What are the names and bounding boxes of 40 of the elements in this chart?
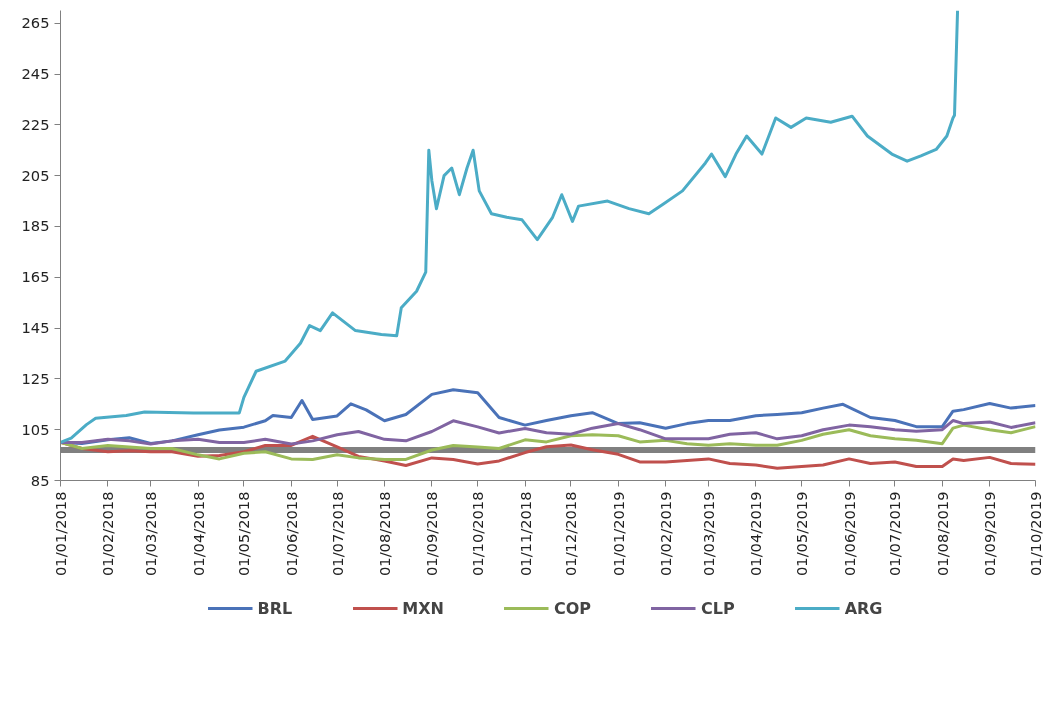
x-tick-label: 01/10/2019 bbox=[1027, 491, 1044, 576]
line-series bbox=[60, 419, 1036, 446]
line-series bbox=[60, 423, 1036, 461]
y-tick-label: 85 bbox=[30, 471, 50, 489]
y-tick-label: 125 bbox=[21, 369, 50, 387]
x-tick-label: 01/10/2018 bbox=[469, 491, 487, 576]
x-tick-label: 01/04/2019 bbox=[747, 491, 765, 576]
x-tick-label: 01/01/2018 bbox=[52, 491, 69, 576]
y-tick-label: 165 bbox=[21, 268, 50, 286]
x-tick-label: 01/02/2019 bbox=[657, 491, 675, 576]
x-tick-label: 01/07/2018 bbox=[328, 491, 346, 576]
x-tick-label: 01/03/2018 bbox=[142, 491, 160, 576]
x-tick-label: 01/01/2019 bbox=[609, 491, 627, 576]
x-tick-label: 01/11/2018 bbox=[516, 491, 534, 576]
y-tick-label: 145 bbox=[21, 319, 50, 337]
y-tick-label: 105 bbox=[21, 420, 50, 438]
x-tick-label: 01/03/2019 bbox=[699, 491, 717, 576]
y-tick-label: 265 bbox=[21, 14, 50, 32]
x-tick-label: 01/06/2019 bbox=[840, 491, 858, 576]
x-tick-label: 01/05/2019 bbox=[793, 491, 811, 576]
y-tick-label: 225 bbox=[21, 115, 50, 133]
y-tick-label: 205 bbox=[21, 166, 50, 184]
x-tick-label: 01/08/2019 bbox=[933, 491, 951, 576]
x-tick-label: 01/02/2018 bbox=[99, 491, 117, 576]
legend-label: BRL bbox=[257, 598, 293, 618]
x-tick-label: 01/06/2018 bbox=[282, 491, 300, 576]
x-tick-label: 01/08/2018 bbox=[375, 491, 393, 576]
legend-label: CLP bbox=[700, 598, 735, 618]
y-tick-label: 245 bbox=[21, 65, 50, 83]
x-tick-label: 01/09/2018 bbox=[423, 491, 441, 576]
legend-label: COP bbox=[553, 598, 591, 618]
y-tick-label: 185 bbox=[21, 217, 50, 235]
legend-label: ARG bbox=[844, 598, 883, 618]
x-tick-label: 01/12/2018 bbox=[562, 491, 580, 576]
x-tick-label: 01/05/2018 bbox=[235, 491, 253, 576]
x-tick-label: 01/09/2019 bbox=[981, 491, 999, 576]
x-tick-label: 01/04/2018 bbox=[189, 491, 207, 576]
legend-label: MXN bbox=[402, 598, 444, 618]
x-tick-label: 01/07/2019 bbox=[886, 491, 904, 576]
line-series bbox=[60, 10, 960, 444]
